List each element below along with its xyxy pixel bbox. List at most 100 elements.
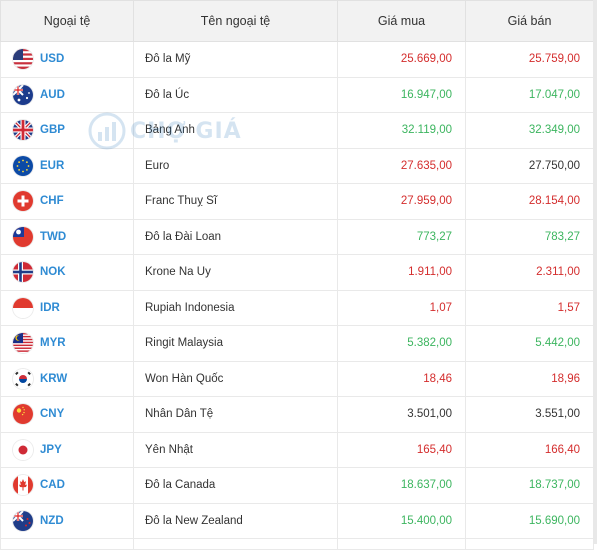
id-flag-icon [13, 297, 33, 318]
table-row: CNY Nhân Dân Tệ 3.501,00 3.551,00 [0, 396, 594, 433]
table-row: MYR Ringit Malaysia 5.382,00 5.442,00 [0, 325, 594, 362]
currency-code[interactable]: CAD [40, 479, 65, 492]
us-flag-icon [13, 49, 33, 70]
empty-cell [337, 538, 466, 550]
currency-name: Nhân Dân Tệ [133, 396, 338, 433]
sell-price: 2.311,00 [465, 254, 594, 291]
sell-price: 28.154,00 [465, 183, 594, 220]
currency-code[interactable]: AUD [40, 88, 65, 101]
no-flag-icon [13, 262, 33, 283]
table-row: USD Đô la Mỹ 25.669,00 25.759,00 [0, 41, 594, 78]
currency-code-cell: MYR [0, 325, 134, 362]
table-header-row: Ngoại tệ Tên ngoại tệ Giá mua Giá bán [0, 0, 594, 42]
table-row: CHF Franc Thuỵ Sĩ 27.959,00 28.154,00 [0, 183, 594, 220]
currency-code[interactable]: MYR [40, 337, 66, 350]
currency-code-cell: JPY [0, 431, 134, 468]
currency-code-cell: KRW [0, 360, 134, 397]
currency-name: Ringit Malaysia [133, 325, 338, 362]
table-row-partial [0, 538, 594, 550]
buy-price: 1.911,00 [337, 254, 466, 291]
jp-flag-icon [13, 439, 33, 460]
currency-code[interactable]: USD [40, 53, 65, 66]
my-flag-icon [13, 333, 33, 354]
header-sell: Giá bán [465, 0, 594, 42]
currency-name: Yên Nhật [133, 431, 338, 468]
sell-price: 32.349,00 [465, 112, 594, 149]
currency-code[interactable]: GBP [40, 124, 65, 137]
table-row: NZD Đô la New Zealand 15.400,00 15.690,00 [0, 502, 594, 539]
currency-code-cell: CHF [0, 183, 134, 220]
sell-price: 25.759,00 [465, 41, 594, 78]
currency-code[interactable]: JPY [40, 443, 62, 456]
buy-price: 25.669,00 [337, 41, 466, 78]
currency-name: Franc Thuỵ Sĩ [133, 183, 338, 220]
sell-price: 1,57 [465, 289, 594, 326]
currency-name: Đô la Mỹ [133, 41, 338, 78]
table-row: JPY Yên Nhật 165,40 166,40 [0, 431, 594, 468]
sell-price: 3.551,00 [465, 396, 594, 433]
header-code: Ngoại tệ [0, 0, 134, 42]
buy-price: 18.637,00 [337, 467, 466, 504]
currency-name: Đô la Canada [133, 467, 338, 504]
table-row: IDR Rupiah Indonesia 1,07 1,57 [0, 289, 594, 326]
currency-code-cell: NOK [0, 254, 134, 291]
buy-price: 27.635,00 [337, 147, 466, 184]
kr-flag-icon [13, 368, 33, 389]
currency-code-cell: TWD [0, 218, 134, 255]
empty-cell [133, 538, 338, 550]
currency-code[interactable]: CHF [40, 195, 64, 208]
table-row: EUR Euro 27.635,00 27.750,00 [0, 147, 594, 184]
currency-code[interactable]: KRW [40, 372, 68, 385]
buy-price: 27.959,00 [337, 183, 466, 220]
sell-price: 17.047,00 [465, 76, 594, 113]
currency-code-cell: GBP [0, 112, 134, 149]
currency-name: Won Hàn Quốc [133, 360, 338, 397]
buy-price: 773,27 [337, 218, 466, 255]
ch-flag-icon [13, 191, 33, 212]
buy-price: 16.947,00 [337, 76, 466, 113]
sell-price: 15.690,00 [465, 502, 594, 539]
sell-price: 18,96 [465, 360, 594, 397]
currency-code-cell: NZD [0, 502, 134, 539]
tw-flag-icon [13, 226, 33, 247]
sell-price: 783,27 [465, 218, 594, 255]
currency-name: Krone Na Uy [133, 254, 338, 291]
currency-name: Đô la Úc [133, 76, 338, 113]
header-buy: Giá mua [337, 0, 466, 42]
au-flag-icon [13, 84, 33, 105]
sell-price: 18.737,00 [465, 467, 594, 504]
buy-price: 32.119,00 [337, 112, 466, 149]
table-row: NOK Krone Na Uy 1.911,00 2.311,00 [0, 254, 594, 291]
currency-code-cell: CNY [0, 396, 134, 433]
table-row: CAD Đô la Canada 18.637,00 18.737,00 [0, 467, 594, 504]
ca-flag-icon [13, 475, 33, 496]
currency-name: Bảng Anh [133, 112, 338, 149]
currency-code[interactable]: CNY [40, 408, 65, 421]
buy-price: 165,40 [337, 431, 466, 468]
currency-code-cell: EUR [0, 147, 134, 184]
table-row: TWD Đô la Đài Loan 773,27 783,27 [0, 218, 594, 255]
currency-name: Euro [133, 147, 338, 184]
currency-code[interactable]: IDR [40, 301, 60, 314]
eu-flag-icon [13, 155, 33, 176]
header-name: Tên ngoại tệ [133, 0, 338, 42]
buy-price: 5.382,00 [337, 325, 466, 362]
currency-code[interactable]: TWD [40, 230, 67, 243]
cn-flag-icon [13, 404, 33, 425]
table-row: GBP Bảng Anh 32.119,00 32.349,00 [0, 112, 594, 149]
buy-price: 1,07 [337, 289, 466, 326]
currency-code-cell: USD [0, 41, 134, 78]
currency-code[interactable]: NZD [40, 514, 64, 527]
currency-code-cell: IDR [0, 289, 134, 326]
nz-flag-icon [13, 510, 33, 531]
currency-code-cell: CAD [0, 467, 134, 504]
sell-price: 166,40 [465, 431, 594, 468]
currency-code[interactable]: EUR [40, 159, 65, 172]
buy-price: 18,46 [337, 360, 466, 397]
scrollbar-track[interactable] [593, 0, 597, 544]
empty-cell [465, 538, 594, 550]
currency-code[interactable]: NOK [40, 266, 66, 279]
table-row: AUD Đô la Úc 16.947,00 17.047,00 [0, 76, 594, 113]
currency-name: Đô la New Zealand [133, 502, 338, 539]
